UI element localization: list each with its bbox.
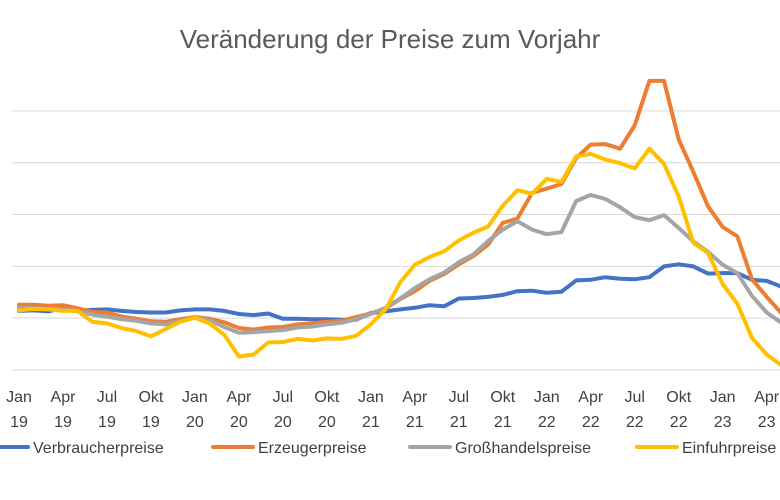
x-tick-label: 20 — [318, 414, 336, 431]
x-tick-label: 19 — [10, 414, 28, 431]
x-tick-label: 19 — [54, 414, 72, 431]
x-tick-label: Apr — [51, 389, 77, 406]
x-axis-ticks: Jan 19 Apr 19 Jul 19 Okt 19 Jan 20 Apr 20 Jul 20 Okt 20… — [6, 389, 780, 431]
legend: Verbraucherpreise Erzeugerpreise Großhande… — [0, 440, 776, 457]
legend-label: Erzeugerpreise — [258, 440, 367, 457]
x-tick-label: Apr — [578, 389, 604, 406]
x-tick-label: Jan — [710, 389, 736, 406]
x-tick-label: 22 — [538, 414, 556, 431]
x-tick-label: Apr — [226, 389, 252, 406]
x-tick-label: Okt — [490, 389, 515, 406]
x-tick-label: 21 — [494, 414, 512, 431]
x-tick-label: Okt — [314, 389, 339, 406]
x-tick-label: Jan — [182, 389, 208, 406]
x-tick-label: 20 — [186, 414, 204, 431]
legend-label: Verbraucherpreise — [33, 440, 164, 457]
x-tick-label: Jul — [449, 389, 469, 406]
x-tick-label: 21 — [362, 414, 380, 431]
series-lines — [17, 78, 780, 367]
series-line-einfuhrpreise — [17, 146, 780, 367]
x-tick-label: 22 — [582, 414, 600, 431]
x-tick-label: 23 — [714, 414, 732, 431]
x-tick-label: Okt — [666, 389, 691, 406]
series-line-erzeugerpreise — [17, 78, 780, 332]
x-tick-label: 19 — [142, 414, 160, 431]
x-tick-label: 21 — [406, 414, 424, 431]
x-tick-label: Jan — [534, 389, 560, 406]
legend-label: Einfuhrpreise — [682, 440, 776, 457]
x-tick-label: Apr — [754, 389, 780, 406]
x-tick-label: 23 — [758, 414, 776, 431]
x-tick-label: 20 — [230, 414, 248, 431]
x-tick-label: Jul — [273, 389, 293, 406]
chart-title: Veränderung der Preise zum Vorjahr — [180, 24, 601, 54]
x-tick-label: Apr — [402, 389, 428, 406]
series-line-großhandelspreise — [17, 192, 780, 335]
x-tick-label: Jul — [624, 389, 644, 406]
x-tick-label: Jan — [6, 389, 32, 406]
series-line-verbraucherpreise — [17, 262, 780, 322]
x-tick-label: 19 — [98, 414, 116, 431]
x-tick-label: Jan — [358, 389, 384, 406]
x-tick-label: 20 — [274, 414, 292, 431]
x-tick-label: 22 — [670, 414, 688, 431]
x-tick-label: Jul — [97, 389, 117, 406]
x-tick-label: Okt — [138, 389, 163, 406]
x-tick-label: 21 — [450, 414, 468, 431]
legend-label: Großhandelspreise — [455, 440, 591, 457]
x-tick-label: 22 — [626, 414, 644, 431]
